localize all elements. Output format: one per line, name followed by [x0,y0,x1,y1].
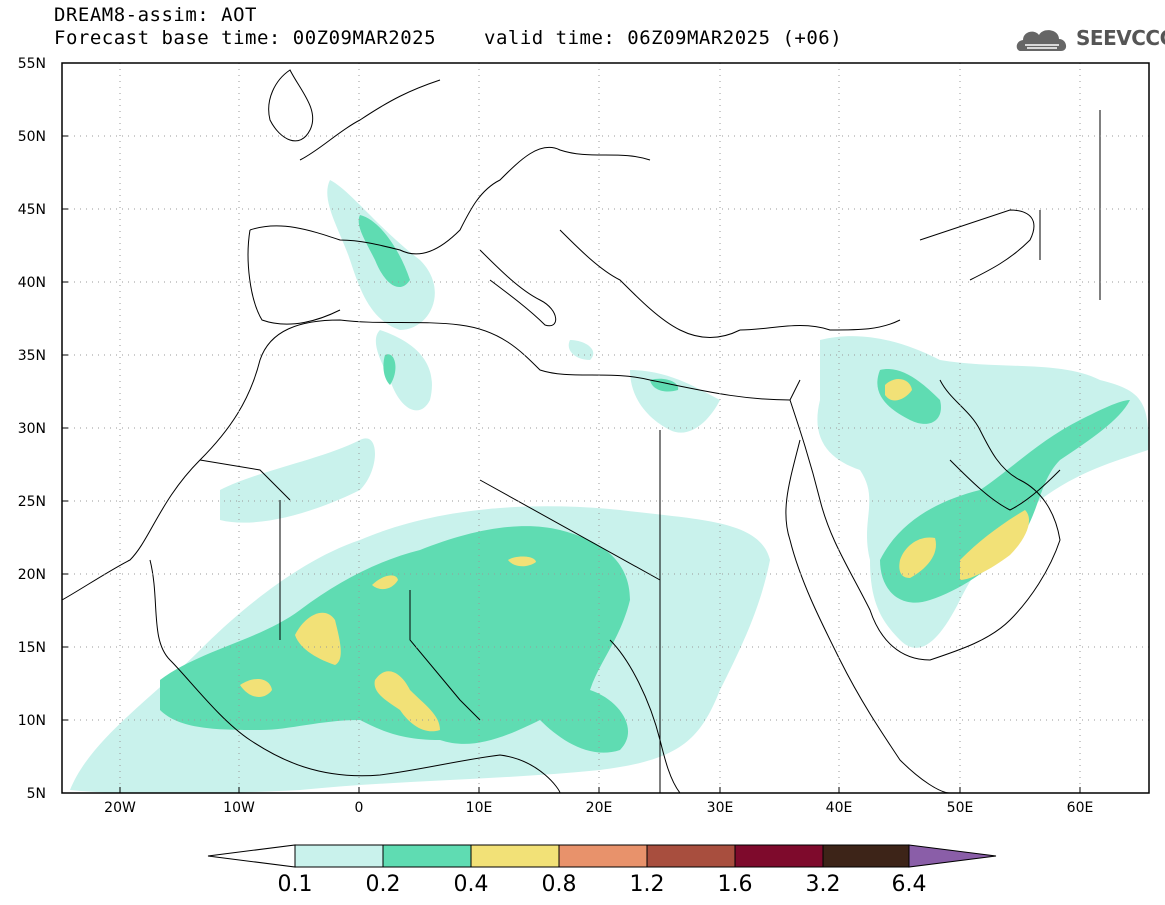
legend-label: 0.1 [278,872,313,897]
legend-right-arrow [908,844,997,868]
forecast-base-time: Forecast base time: 00Z09MAR2025 [54,27,437,49]
legend-swatch [822,844,910,868]
lat-label: 50N [18,129,46,145]
lat-label: 45N [18,202,46,218]
legend-swatch [382,844,472,868]
lat-label: 20N [18,567,46,583]
coastlines-and-borders [62,69,1101,793]
lat-label: 40N [18,275,46,291]
lon-label: 40E [826,800,853,816]
logo-text: SEEVCCC [1076,26,1165,50]
lat-label: 15N [18,640,46,656]
lat-label: 30N [18,421,46,437]
lat-label: 25N [18,494,46,510]
legend-swatch [294,844,384,868]
valid-time: valid time: 06Z09MAR2025 (+06) [484,27,843,49]
legend-swatch [470,844,560,868]
lon-label: 10W [223,800,255,816]
aot-shading [70,180,1149,793]
lon-label: 0 [355,800,364,816]
seevccc-cloud-logo-icon [1016,30,1067,51]
lat-label: 35N [18,348,46,364]
legend-swatch [558,844,648,868]
lon-label: 50E [947,800,974,816]
legend-label: 1.6 [718,872,753,897]
lon-label: 60E [1067,800,1094,816]
lon-label: 10E [466,800,493,816]
longitude-labels: 20W 10W 0 10E 20E 30E 40E 50E 60E [104,800,1093,816]
axis-ticks [62,62,1081,793]
lon-label: 20W [104,800,136,816]
legend-label: 3.2 [806,872,841,897]
legend-swatch [734,844,824,868]
legend-label: 0.4 [454,872,489,897]
lon-label: 30E [707,800,734,816]
lat-label: 5N [27,786,46,802]
legend-left-arrow [207,844,296,868]
legend-label: 0.8 [542,872,577,897]
latitude-labels: 55N 50N 45N 40N 35N 30N 25N 20N 15N 10N … [18,56,46,802]
lat-label: 55N [18,56,46,72]
legend-label: 0.2 [366,872,401,897]
color-legend [207,844,997,868]
legend-label: 6.4 [892,872,927,897]
legend-label: 1.2 [630,872,665,897]
lon-label: 20E [586,800,613,816]
map-title: DREAM8-assim: AOT [54,4,257,26]
legend-labels: 0.1 0.2 0.4 0.8 1.2 1.6 3.2 6.4 [278,872,927,897]
legend-swatch [646,844,736,868]
lat-label: 10N [18,713,46,729]
